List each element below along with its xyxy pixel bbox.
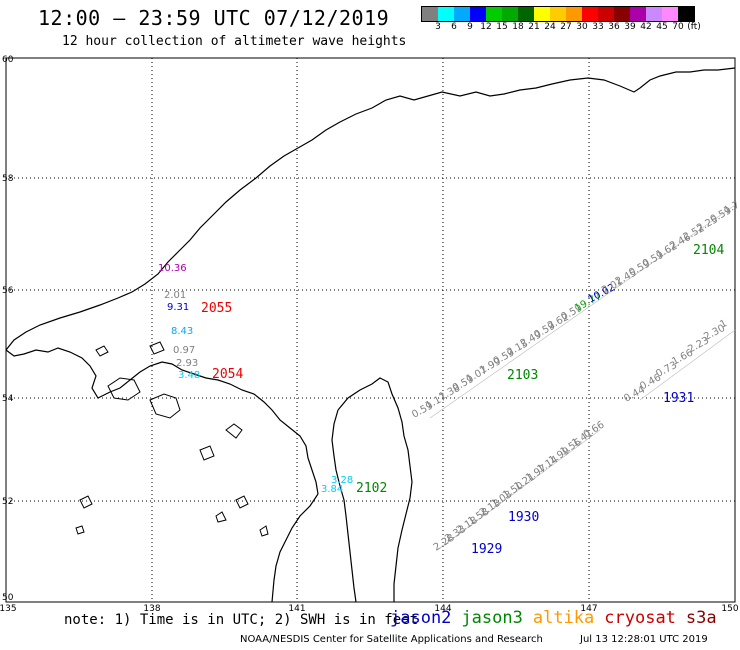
lat-label: 52 xyxy=(2,497,13,507)
track-1930-values: 2.282.332.181.582.131.031.501.211.971.14… xyxy=(432,419,607,553)
color-swatch xyxy=(550,7,566,21)
lat-label: 50 xyxy=(2,593,14,603)
satellite-altika: altika xyxy=(532,608,595,628)
color-swatch xyxy=(646,7,662,21)
footer-note: note: 1) Time is in UTC; 2) SWH is in fe… xyxy=(64,612,419,628)
coastline-amur xyxy=(271,493,319,603)
sakhalin-island xyxy=(331,377,413,603)
lon-label: 150 xyxy=(721,604,738,614)
color-swatch xyxy=(614,7,630,21)
wave-height-label: 9.31 xyxy=(167,302,189,313)
pass-id-label: 2054 xyxy=(212,367,243,382)
coastline-west xyxy=(5,347,319,495)
color-swatch-label: 30 xyxy=(576,22,588,32)
color-swatch xyxy=(422,7,438,21)
lat-label: 60 xyxy=(2,55,14,65)
wave-height-label: 2.93 xyxy=(176,358,198,369)
lat-label: 58 xyxy=(2,174,14,184)
pass-id-label: 2055 xyxy=(201,301,232,316)
color-swatch xyxy=(438,7,454,21)
wave-height-label: 10.36 xyxy=(158,263,187,274)
satellite-cryosat: cryosat xyxy=(604,608,676,628)
shantar-islands xyxy=(75,341,269,537)
longitude-labels: 135 138 141 144 147 150 xyxy=(0,604,739,614)
color-legend-labels: 3 6 9 12 15 18 21 24 27 30 33 36 39 42 45 70 (ft) xyxy=(421,22,740,34)
lon-label: 147 xyxy=(580,604,597,614)
ground-tracks xyxy=(429,204,736,549)
wave-height-label: 0.97 xyxy=(173,345,195,356)
color-swatch-label: 6 xyxy=(451,22,457,32)
color-swatch-label: 27 xyxy=(560,22,572,32)
graticule xyxy=(6,58,735,602)
color-swatch xyxy=(502,7,518,21)
wave-height-label: 8.43 xyxy=(171,326,193,337)
color-swatch xyxy=(678,7,694,21)
color-legend-bar xyxy=(421,6,695,22)
color-swatch xyxy=(662,7,678,21)
color-swatch xyxy=(630,7,646,21)
pass-id-label: 1931 xyxy=(663,391,694,406)
satellite-legend: jason2 jason3 altika cryosat s3a xyxy=(390,608,717,628)
track-2102-values: 3.28 3.84 xyxy=(321,475,353,495)
pass-id-label: 1930 xyxy=(508,510,539,525)
coastline-north xyxy=(5,67,736,351)
color-swatch-label: 42 xyxy=(640,22,652,32)
color-swatch-label: 70 xyxy=(672,22,684,32)
color-swatch-label: 39 xyxy=(624,22,636,32)
wave-height-label: 3.84 xyxy=(321,484,343,495)
color-swatch-label: 12 xyxy=(480,22,492,32)
lon-label: 144 xyxy=(434,604,451,614)
page-title: 12:00 — 23:59 UTC 07/12/2019 xyxy=(38,6,390,30)
color-swatch-label: 3 xyxy=(435,22,441,32)
pass-id-labels: 2055 2054 2102 2103 2104 1930 1929 1931 xyxy=(201,243,724,557)
color-swatch-label: 21 xyxy=(528,22,540,32)
color-swatch-label: 24 xyxy=(544,22,556,32)
lon-label: 138 xyxy=(143,604,160,614)
lat-label: 54 xyxy=(2,394,14,404)
color-swatch-label: 9 xyxy=(467,22,473,32)
satellite-jason3: jason3 xyxy=(461,608,523,628)
pass-id-label: 2104 xyxy=(693,243,724,258)
color-swatch-label: 18 xyxy=(512,22,524,32)
color-swatch xyxy=(598,7,614,21)
color-swatch-label: (ft) xyxy=(687,22,701,32)
pass-id-label: 1929 xyxy=(471,542,502,557)
wave-height-label: 3.48 xyxy=(178,370,200,381)
lat-label: 56 xyxy=(2,286,14,296)
lon-label: 141 xyxy=(288,604,305,614)
lon-label: 135 xyxy=(0,604,17,614)
color-swatch xyxy=(566,7,582,21)
credit-line: NOAA/NESDIS Center for Satellite Applica… xyxy=(240,634,543,645)
pass-id-label: 2103 xyxy=(507,368,538,383)
color-swatch xyxy=(470,7,486,21)
color-swatch xyxy=(582,7,598,21)
color-swatch-label: 45 xyxy=(656,22,668,32)
wave-height-label: 1 xyxy=(718,318,729,331)
map-frame xyxy=(5,57,736,603)
color-swatch-label: 36 xyxy=(608,22,620,32)
pass-id-label: 2102 xyxy=(356,481,387,496)
wave-height-label: 3.28 xyxy=(331,475,353,486)
wave-height-label: 2.01 xyxy=(164,290,186,301)
color-swatch-label: 33 xyxy=(592,22,604,32)
page-subtitle: 12 hour collection of altimeter wave hei… xyxy=(62,34,407,49)
color-swatch xyxy=(518,7,534,21)
generated-timestamp: Jul 13 12:28:01 UTC 2019 xyxy=(580,634,708,645)
color-swatch xyxy=(486,7,502,21)
color-swatch-label: 15 xyxy=(496,22,508,32)
color-swatch xyxy=(534,7,550,21)
west-pass-values: 10.36 2.01 9.31 8.43 0.97 2.93 3.48 xyxy=(158,263,200,381)
track-2103-values: 0.591.171.380.591.071.990.592.152.490.59… xyxy=(410,199,740,420)
color-swatch xyxy=(454,7,470,21)
satellite-s3a: s3a xyxy=(685,608,717,628)
satellite-jason2: jason2 xyxy=(390,608,452,628)
latitude-labels: 60 58 56 54 52 50 xyxy=(2,55,14,603)
